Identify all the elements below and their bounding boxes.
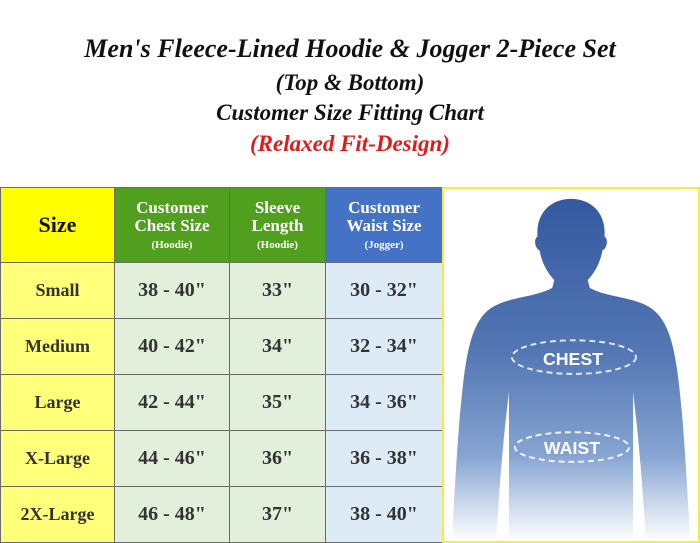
header-sleeve-label: Sleeve Length [251, 197, 304, 236]
waist-cell: 32 - 34" [325, 318, 443, 375]
sleeve-cell: 37" [229, 486, 326, 543]
size-cell: X-Large [0, 430, 115, 487]
title-line-4: (Relaxed Fit-Design) [250, 131, 450, 156]
chest-cell: 44 - 46" [114, 430, 230, 487]
header-chest-label: Customer Chest Size [134, 197, 210, 236]
chest-measure-ring [510, 339, 637, 375]
size-cell: Medium [0, 318, 115, 375]
chest-cell: 38 - 40" [114, 262, 230, 319]
table-row: 2X-Large 46 - 48" 37" 38 - 40" [0, 486, 443, 543]
header-chest-sub: (Hoodie) [151, 239, 193, 252]
sleeve-cell: 35" [229, 374, 326, 431]
sleeve-cell: 33" [229, 262, 326, 319]
table-row: X-Large 44 - 46" 36" 36 - 38" [0, 430, 443, 487]
header-sleeve: Sleeve Length (Hoodie) [229, 187, 326, 263]
waist-label: WAIST [544, 438, 600, 458]
waist-cell: 30 - 32" [325, 262, 443, 319]
chest-cell: 42 - 44" [114, 374, 230, 431]
header-sleeve-sub: (Hoodie) [257, 239, 298, 252]
header-chest: Customer Chest Size (Hoodie) [114, 187, 230, 263]
sleeve-cell: 36" [229, 430, 326, 487]
size-cell: Small [0, 262, 115, 319]
title-line-2: (Top & Bottom) [275, 70, 425, 95]
size-cell: Large [0, 374, 115, 431]
header-waist: Customer Waist Size (Jogger) [325, 187, 443, 263]
body-silhouette [451, 198, 691, 541]
size-chart-table: Size Customer Chest Size (Hoodie) Sleeve … [0, 187, 443, 543]
waist-cell: 36 - 38" [325, 430, 443, 487]
table-row: Large 42 - 44" 35" 34 - 36" [0, 374, 443, 431]
header-waist-sub: (Jogger) [364, 239, 404, 252]
table-row: Medium 40 - 42" 34" 32 - 34" [0, 318, 443, 375]
sleeve-cell: 34" [229, 318, 326, 375]
title-line-3: Customer Size Fitting Chart [216, 100, 484, 125]
chest-cell: 40 - 42" [114, 318, 230, 375]
chest-cell: 46 - 48" [114, 486, 230, 543]
body-silhouette-illustration: CHEST WAIST [451, 198, 691, 541]
waist-cell: 38 - 40" [325, 486, 443, 543]
body-measurement-figure: CHEST WAIST [442, 187, 700, 543]
waist-measure-ring [513, 431, 631, 463]
title-line-1: Men's Fleece-Lined Hoodie & Jogger 2-Pie… [84, 34, 616, 63]
chest-label: CHEST [543, 349, 603, 369]
table-row: Small 38 - 40" 33" 30 - 32" [0, 262, 443, 319]
header-size: Size [0, 187, 115, 263]
header-row: Size Customer Chest Size (Hoodie) Sleeve … [0, 187, 443, 263]
waist-cell: 34 - 36" [325, 374, 443, 431]
header-waist-label: Customer Waist Size [346, 197, 422, 236]
size-cell: 2X-Large [0, 486, 115, 543]
